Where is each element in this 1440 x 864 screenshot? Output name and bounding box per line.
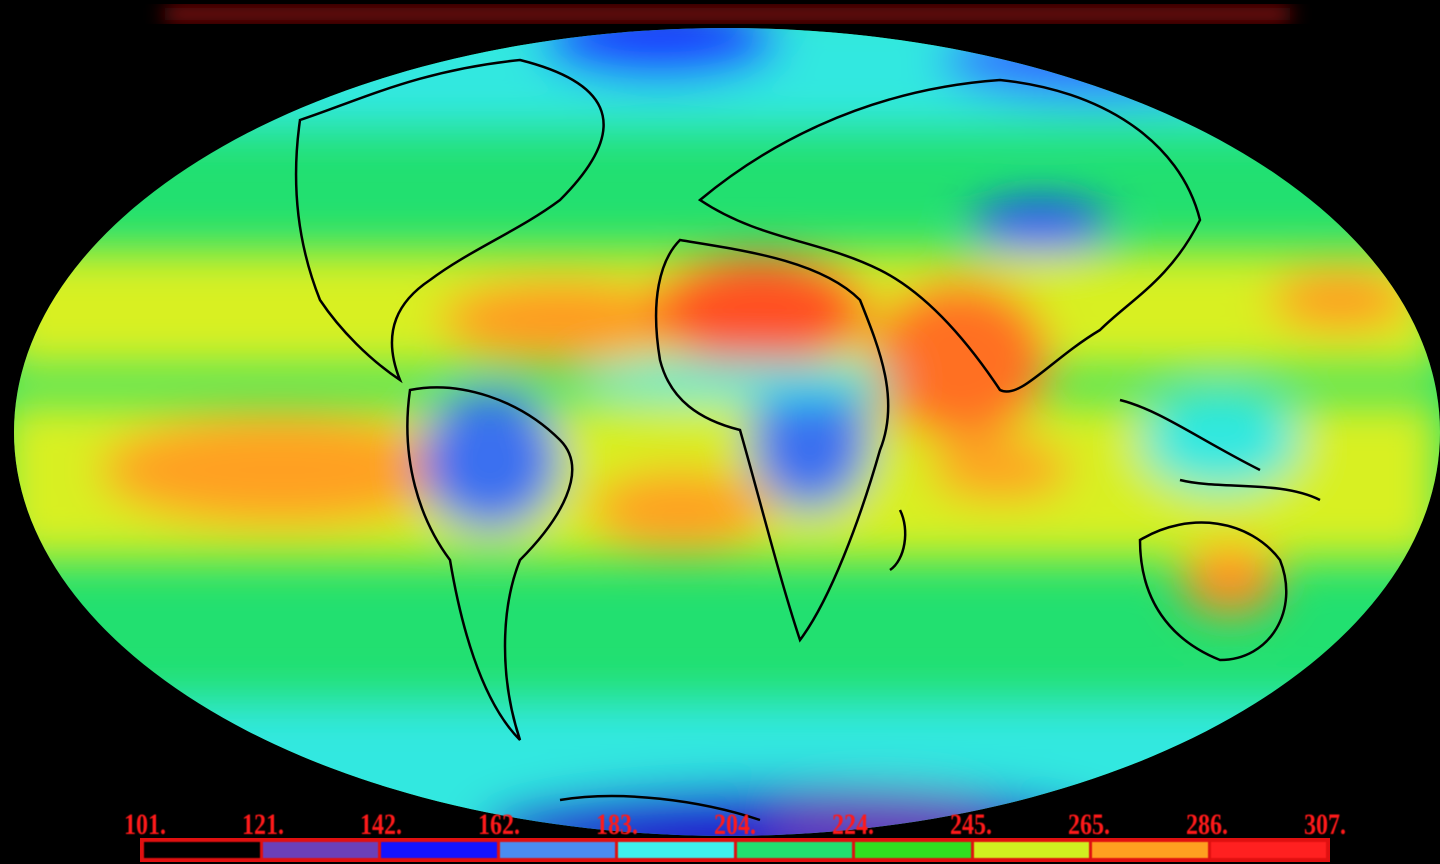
tick-label: 183. [596,808,638,841]
coastlines [294,58,1321,822]
tick-label: 101. [124,808,166,841]
tick-label: 121. [242,808,284,841]
tick-label: 245. [950,808,992,841]
colorbar-swatch [1210,842,1326,858]
colorbar-swatch [499,842,615,858]
colorbar-swatch [855,842,971,858]
tick-label: 286. [1186,808,1228,841]
tick-label: 307. [1304,808,1346,841]
colorbar-swatch [381,842,497,858]
colorbar-swatch [262,842,378,858]
colorbar [140,838,1330,862]
tick-label: 142. [360,808,402,841]
colorbar-swatch [1092,842,1208,858]
colorbar-swatch [973,842,1089,858]
tick-label: 204. [714,808,756,841]
title-text [165,6,1290,22]
tick-label: 224. [832,808,874,841]
colorbar-swatch [144,842,260,858]
tick-label: 265. [1068,808,1110,841]
colorbar-swatch [736,842,852,858]
colorbar-swatch [618,842,734,858]
tick-label: 162. [478,808,520,841]
